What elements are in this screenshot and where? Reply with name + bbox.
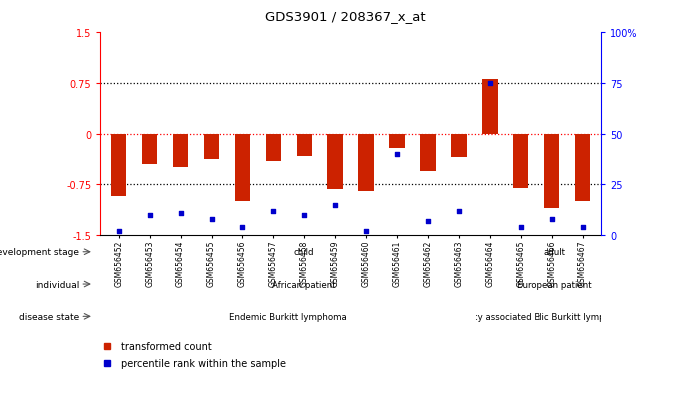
Point — [392, 151, 403, 158]
Text: disease state: disease state — [19, 312, 79, 321]
Text: African patient: African patient — [272, 280, 336, 289]
Text: Immunodeficiency associated Burkitt lymphoma: Immunodeficiency associated Burkitt lymp… — [403, 312, 612, 321]
Bar — [389, 134, 405, 149]
Point — [546, 216, 557, 223]
Point — [330, 202, 341, 208]
Bar — [204, 134, 219, 159]
Text: Endemic Burkitt lymphoma: Endemic Burkitt lymphoma — [229, 312, 347, 321]
Point — [175, 210, 186, 216]
Text: individual: individual — [35, 280, 79, 289]
Bar — [265, 134, 281, 161]
Bar — [235, 134, 250, 202]
Point — [453, 208, 464, 214]
Bar — [328, 134, 343, 190]
Point — [237, 224, 248, 230]
Bar — [482, 80, 498, 134]
Bar — [296, 134, 312, 157]
Point — [422, 218, 433, 225]
Point — [144, 212, 155, 218]
Text: European patient: European patient — [517, 280, 591, 289]
Bar — [451, 134, 466, 158]
Point — [515, 224, 527, 230]
Text: transformed count: transformed count — [121, 342, 211, 351]
Point — [113, 228, 124, 235]
Text: percentile rank within the sample: percentile rank within the sample — [121, 358, 286, 368]
Text: GDS3901 / 208367_x_at: GDS3901 / 208367_x_at — [265, 10, 426, 23]
Bar — [359, 134, 374, 192]
Bar — [575, 134, 590, 202]
Text: development stage: development stage — [0, 248, 79, 256]
Text: Sporadic Burkitt lymphoma: Sporadic Burkitt lymphoma — [511, 312, 629, 321]
Point — [361, 228, 372, 235]
Bar — [142, 134, 158, 165]
Bar — [173, 134, 189, 168]
Point — [206, 216, 217, 223]
Text: child: child — [294, 248, 314, 256]
Point — [484, 80, 495, 87]
Point — [299, 212, 310, 218]
Bar — [420, 134, 436, 171]
Bar — [513, 134, 529, 188]
Bar — [111, 134, 126, 197]
Text: adult: adult — [543, 248, 565, 256]
Bar — [544, 134, 560, 209]
Point — [268, 208, 279, 214]
Point — [577, 224, 588, 230]
